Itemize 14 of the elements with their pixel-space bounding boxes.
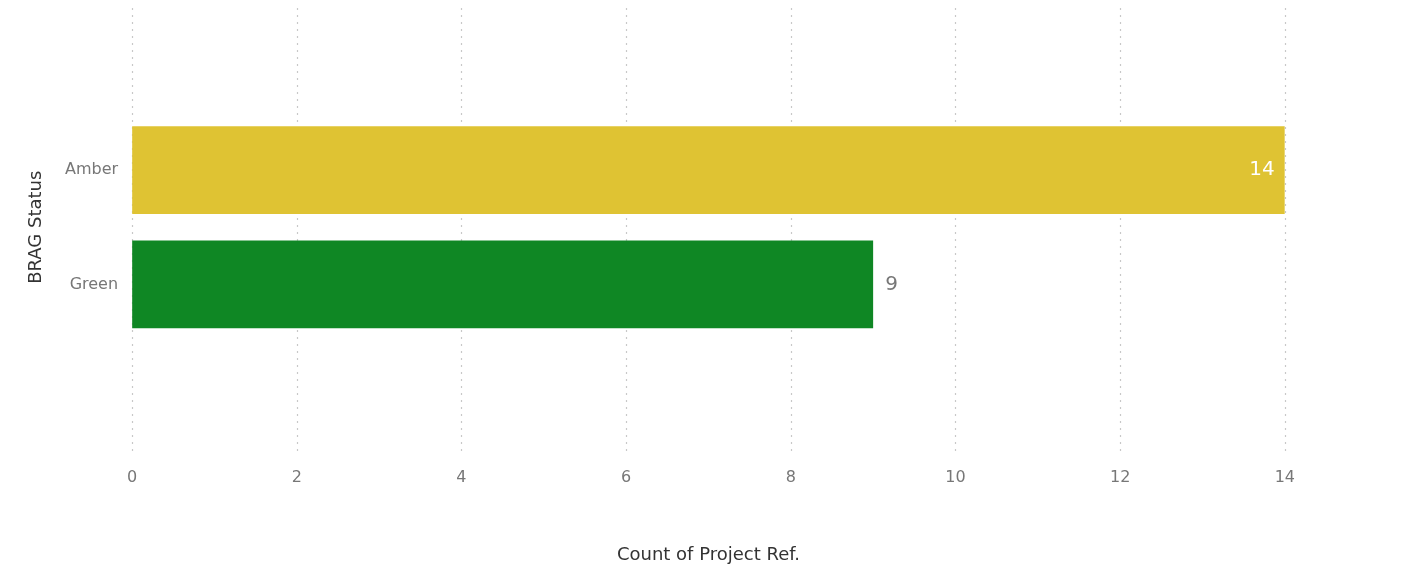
x-tick-label: 2 [291, 467, 302, 487]
data-label: 14 [1249, 156, 1275, 181]
x-tick-label: 12 [1109, 467, 1131, 487]
x-tick-label: 8 [785, 467, 796, 487]
x-tick-label: 14 [1274, 467, 1295, 487]
x-tick-label: 4 [456, 467, 467, 487]
x-tick-label: 6 [621, 467, 632, 487]
y-axis-title: BRAG Status [23, 170, 45, 284]
x-tick-label: 10 [945, 467, 966, 487]
data-label: 9 [885, 270, 898, 295]
y-tick-label: Amber [64, 159, 119, 179]
y-tick-label: Green [69, 273, 119, 293]
x-tick-label: 0 [127, 467, 138, 487]
x-axis-title: Count of Project Ref. [616, 542, 800, 564]
